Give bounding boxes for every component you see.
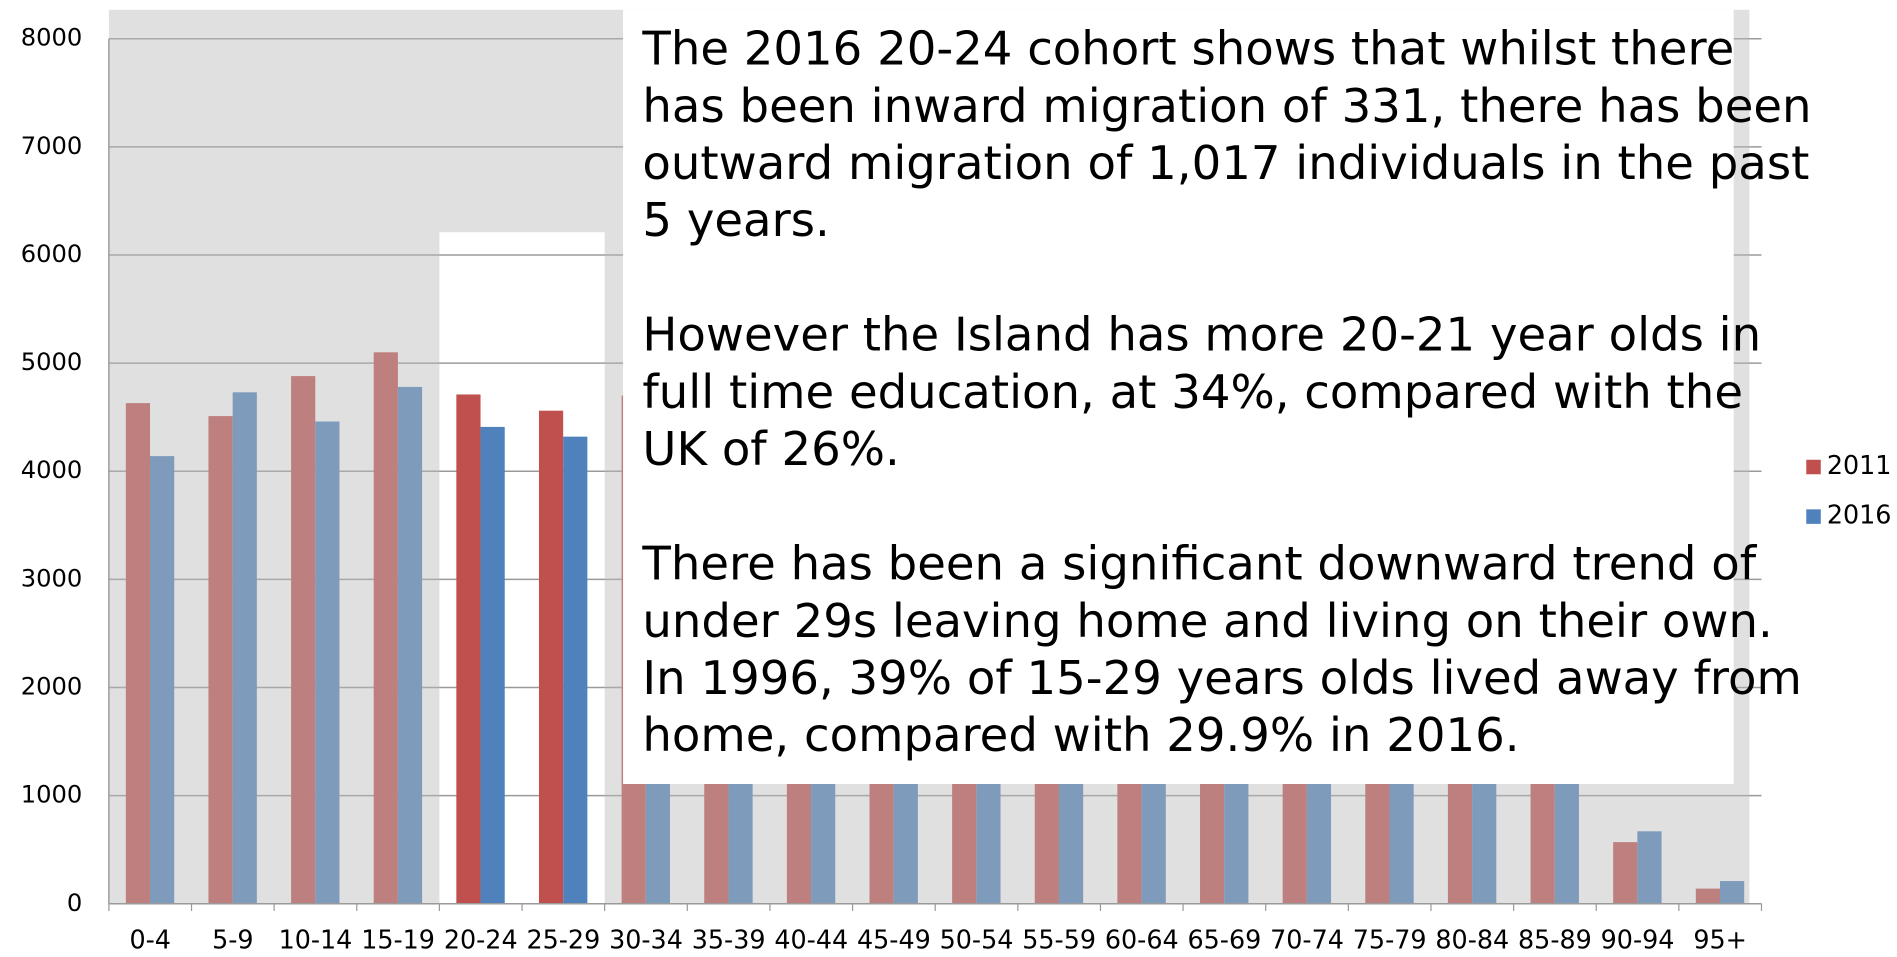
- legend-label: 2016: [1827, 500, 1892, 530]
- bar: [1695, 888, 1721, 904]
- x-tick-label: 50-54: [940, 924, 1014, 954]
- y-tick-label: 6000: [21, 240, 83, 268]
- annotation-box: [623, 9, 1734, 784]
- annotation-line: home, compared with 29.9% in 2016.: [642, 708, 1519, 762]
- y-tick-label: 7000: [21, 132, 83, 160]
- x-tick-label: 40-44: [774, 924, 848, 954]
- x-tick-label: 80-84: [1435, 924, 1509, 954]
- x-tick-label: 85-89: [1518, 924, 1592, 954]
- annotation-line: 5 years.: [642, 193, 829, 247]
- legend-label: 2011: [1827, 450, 1892, 480]
- bar: [208, 416, 233, 904]
- bar: [1637, 831, 1662, 904]
- bar: [1554, 763, 1579, 904]
- x-tick-label: 25-29: [526, 924, 600, 954]
- bar: [1720, 881, 1745, 904]
- x-tick-label: 45-49: [857, 924, 931, 954]
- bar: [150, 456, 175, 904]
- x-tick-label: 35-39: [692, 924, 766, 954]
- y-tick-label: 0: [67, 889, 82, 917]
- x-tick-label: 75-79: [1353, 924, 1427, 954]
- bar: [373, 352, 398, 904]
- x-tick-label: 30-34: [609, 924, 683, 954]
- bar: [291, 376, 316, 904]
- x-tick-label: 60-64: [1105, 924, 1179, 954]
- annotation-line: There has been a significant downward tr…: [641, 537, 1757, 591]
- annotation-line: has been inward migration of 331, there …: [642, 79, 1811, 133]
- bar: [397, 386, 423, 904]
- x-tick-label: 20-24: [444, 924, 518, 954]
- x-tick-label: 10-14: [279, 924, 353, 954]
- bar: [538, 410, 564, 904]
- y-tick-label: 5000: [21, 348, 83, 376]
- annotation-line: full time education, at 34%, compared wi…: [642, 365, 1743, 419]
- y-tick-label: 4000: [21, 456, 83, 484]
- annotation-line: outward migration of 1,017 individuals i…: [642, 136, 1809, 190]
- y-tick-label: 8000: [21, 24, 83, 52]
- y-tick-label: 3000: [21, 564, 83, 592]
- bar: [456, 394, 481, 904]
- bar: [232, 392, 257, 904]
- legend-swatch: [1806, 459, 1821, 475]
- bar: [1530, 773, 1555, 904]
- x-tick-label: 90-94: [1601, 924, 1675, 954]
- x-tick-label: 95+: [1693, 924, 1747, 954]
- x-tick-label: 65-69: [1188, 924, 1262, 954]
- x-tick-label: 5-9: [212, 924, 253, 954]
- x-tick-label: 0-4: [129, 924, 170, 954]
- x-tick-label: 70-74: [1270, 924, 1344, 954]
- y-tick-label: 1000: [21, 781, 83, 809]
- bar: [480, 426, 505, 904]
- bar: [125, 403, 151, 904]
- annotation-line: In 1996, 39% of 15-29 years olds lived a…: [642, 651, 1802, 705]
- bar: [563, 436, 588, 904]
- x-tick-label: 15-19: [361, 924, 435, 954]
- x-tick-label: 55-59: [1022, 924, 1096, 954]
- legend-swatch: [1806, 509, 1821, 524]
- annotation-line: under 29s leaving home and living on the…: [642, 594, 1772, 648]
- bar: [1613, 842, 1638, 904]
- annotation-line: However the Island has more 20-21 year o…: [642, 308, 1761, 362]
- annotation-line: The 2016 20-24 cohort shows that whilst …: [641, 22, 1734, 76]
- y-tick-label: 2000: [21, 672, 83, 700]
- bar: [315, 421, 340, 904]
- annotation-line: UK of 26%.: [642, 422, 899, 476]
